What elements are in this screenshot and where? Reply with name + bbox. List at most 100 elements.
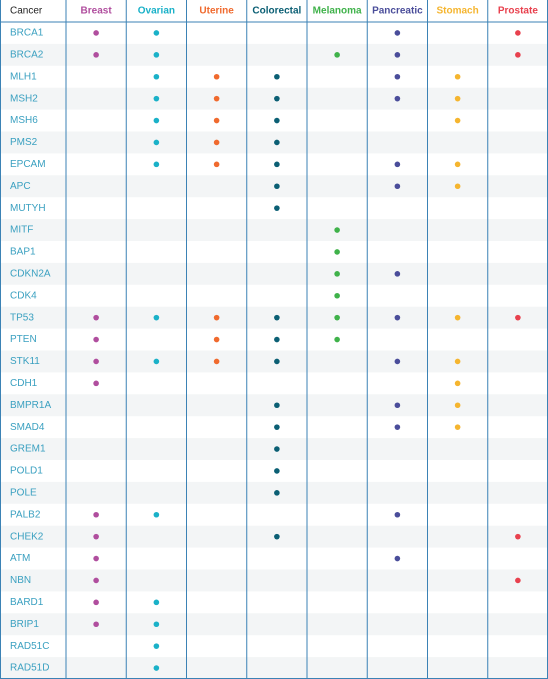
dot <box>153 52 160 58</box>
dot <box>213 336 220 343</box>
dot <box>153 73 160 80</box>
dot <box>394 95 401 102</box>
dot <box>93 358 99 365</box>
dot <box>93 336 99 343</box>
dot <box>274 117 280 124</box>
gene-label: PTEN <box>10 334 37 345</box>
row-shade <box>0 657 548 679</box>
row-shade <box>0 350 548 373</box>
dot <box>454 161 461 168</box>
dot <box>153 139 160 146</box>
gene-label: EPCAM <box>10 159 46 170</box>
gene-label: APC <box>10 181 31 192</box>
dot <box>394 52 401 58</box>
dot <box>454 358 461 365</box>
gene-label: ATM <box>10 553 30 564</box>
dot <box>394 424 401 430</box>
dot <box>334 52 340 58</box>
column-header: Colorectal <box>252 6 301 17</box>
gene-label: NBN <box>10 575 31 586</box>
column-header: Stomach <box>437 6 479 17</box>
dot <box>213 73 220 80</box>
gene-label: BRCA1 <box>10 28 44 39</box>
corner-header: Cancer <box>10 6 43 17</box>
gene-label: MITF <box>10 225 33 236</box>
dot <box>93 621 99 628</box>
dot <box>394 555 401 562</box>
dot <box>213 95 220 102</box>
gene-label: TP53 <box>10 312 34 323</box>
dot <box>213 117 220 124</box>
dot <box>274 183 280 190</box>
dot <box>153 643 160 649</box>
row-shade <box>0 613 548 636</box>
dot <box>274 314 280 321</box>
dot <box>153 358 160 365</box>
dot <box>454 73 461 80</box>
dot <box>274 358 280 365</box>
dot <box>454 117 461 124</box>
dot <box>454 314 461 321</box>
gene-label: CDKN2A <box>10 268 51 279</box>
dot <box>93 577 99 584</box>
row-shade <box>0 569 548 592</box>
dot <box>334 292 340 299</box>
dot <box>274 424 280 430</box>
dot <box>515 577 521 584</box>
dot <box>274 533 280 540</box>
gene-label: POLD1 <box>10 466 43 477</box>
gene-label: SMAD4 <box>10 422 45 433</box>
dot <box>274 205 280 211</box>
row-shade <box>0 394 548 417</box>
dot <box>334 314 340 321</box>
dot <box>334 271 340 277</box>
dot <box>274 468 280 474</box>
row-shade <box>0 525 548 548</box>
dot <box>334 336 340 343</box>
dot <box>515 314 521 321</box>
dot <box>153 511 160 518</box>
dot <box>394 30 401 36</box>
gene-label: BRCA2 <box>10 49 44 60</box>
dot <box>454 424 461 430</box>
column-header: Uterine <box>199 6 234 17</box>
column-header: Melanoma <box>313 6 362 17</box>
dot <box>213 139 220 146</box>
column-header: Ovarian <box>138 6 175 17</box>
dot <box>454 183 461 190</box>
dot <box>93 599 99 606</box>
gene-label: PMS2 <box>10 137 38 148</box>
row-shade <box>0 219 548 241</box>
gene-label: BARD1 <box>10 597 44 608</box>
dot <box>334 249 340 255</box>
gene-label: CDH1 <box>10 378 38 389</box>
dot <box>394 271 401 277</box>
dot <box>454 380 461 387</box>
dot <box>213 314 220 321</box>
dot <box>153 95 160 102</box>
row-shade <box>0 43 548 66</box>
row-shade <box>0 438 548 460</box>
dot <box>394 358 401 365</box>
gene-label: BMPR1A <box>10 400 51 411</box>
dot <box>153 665 160 671</box>
dot <box>153 30 160 36</box>
dot <box>394 183 401 190</box>
column-header: Breast <box>81 6 113 17</box>
dot <box>394 161 401 168</box>
row-shade <box>0 481 548 504</box>
dot <box>334 227 340 233</box>
dot <box>93 511 99 518</box>
row-shade <box>0 262 548 285</box>
dot <box>274 161 280 168</box>
dot <box>274 139 280 146</box>
row-shade <box>0 87 548 110</box>
dot <box>274 490 280 496</box>
gene-label: RAD51D <box>10 663 49 674</box>
dot <box>394 511 401 518</box>
dot <box>93 555 99 562</box>
gene-label: MUTYH <box>10 203 46 214</box>
gene-label: BRIP1 <box>10 619 39 630</box>
dot <box>394 73 401 80</box>
